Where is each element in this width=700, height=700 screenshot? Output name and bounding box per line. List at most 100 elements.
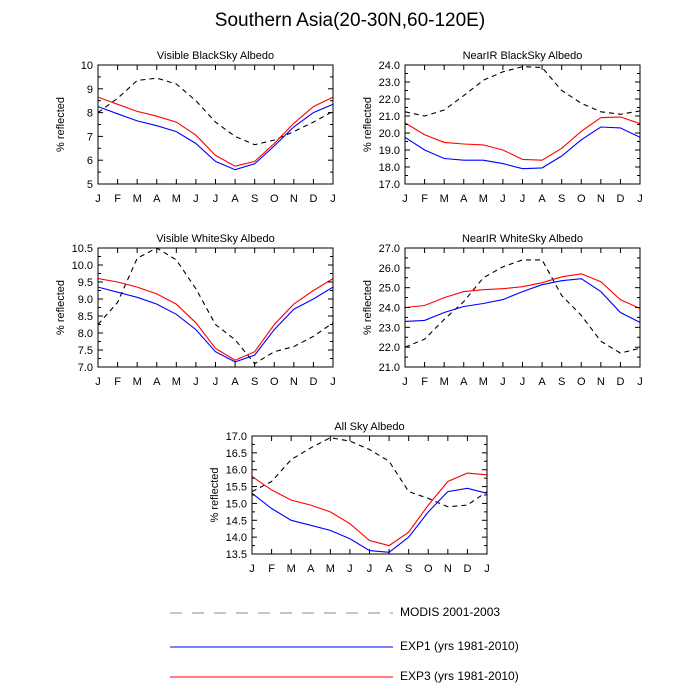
series-line-3 (405, 273, 640, 310)
y-tick-label: 8.5 (78, 311, 93, 323)
x-tick-label: A (231, 193, 239, 205)
x-tick-label: J (402, 193, 408, 205)
x-tick-label: J (347, 563, 353, 575)
y-axis-label: % reflected (362, 97, 374, 152)
x-tick-label: M (479, 193, 488, 205)
x-tick-label: M (172, 376, 181, 388)
y-tick-label: 16.0 (226, 465, 247, 477)
x-tick-label: A (153, 376, 161, 388)
series-line-2 (405, 278, 640, 323)
y-axis-label: % reflected (55, 97, 67, 152)
x-tick-label: S (251, 376, 258, 388)
x-tick-label: J (367, 563, 373, 575)
series-line-3 (252, 472, 487, 547)
y-tick-label: 8.0 (78, 328, 93, 340)
y-axis-label: % reflected (209, 467, 221, 522)
x-tick-label: J (520, 376, 526, 388)
y-axis-label: % reflected (362, 280, 374, 335)
y-tick-label: 24.0 (379, 60, 400, 72)
x-tick-label: O (270, 376, 279, 388)
x-tick-label: D (309, 376, 317, 388)
x-tick-label: A (460, 376, 468, 388)
x-tick-label: M (133, 376, 142, 388)
y-axis-label: % reflected (55, 280, 67, 335)
series-line-1 (98, 248, 333, 365)
plot-frame (404, 247, 641, 368)
panel-title: Visible WhiteSky Albedo (156, 233, 274, 245)
y-tick-label: 19.0 (379, 145, 400, 157)
y-tick-label: 16.5 (226, 448, 247, 460)
x-tick-label: A (460, 193, 468, 205)
series-line-1 (405, 259, 640, 354)
x-tick-label: J (193, 193, 199, 205)
x-tick-label: D (463, 563, 471, 575)
y-tick-label: 17.0 (379, 179, 400, 191)
x-tick-label: A (538, 376, 546, 388)
legend-label-1: MODIS 2001-2003 (400, 605, 501, 619)
y-tick-label: 27.0 (379, 243, 400, 255)
y-tick-label: 24.0 (379, 303, 400, 315)
x-tick-label: J (330, 376, 336, 388)
x-tick-label: S (558, 376, 565, 388)
panel-title: All Sky Albedo (334, 421, 404, 433)
series-line-2 (405, 126, 640, 170)
x-tick-label: N (597, 376, 605, 388)
x-tick-label: J (249, 563, 255, 575)
y-tick-label: 6 (87, 155, 93, 167)
x-tick-label: A (153, 193, 161, 205)
x-tick-label: M (133, 193, 142, 205)
plot-frame (404, 64, 641, 185)
y-tick-label: 7 (87, 131, 93, 143)
x-tick-label: F (268, 563, 275, 575)
panel-title: NearIR WhiteSky Albedo (462, 233, 583, 245)
x-tick-label: A (385, 563, 393, 575)
x-tick-label: J (193, 376, 199, 388)
panel-title: Visible BlackSky Albedo (157, 50, 274, 62)
chart-panel-3: Visible WhiteSky Albedo % reflected 7.0 7.5… (55, 233, 336, 388)
x-tick-label: J (637, 193, 643, 205)
chart-panel-2: NearIR BlackSky Albedo % reflected 17.0 18.… (362, 50, 643, 205)
panel-title: NearIR BlackSky Albedo (463, 50, 583, 62)
x-tick-label: O (424, 563, 433, 575)
x-tick-label: J (95, 193, 101, 205)
series-line-1 (252, 437, 487, 508)
x-tick-label: J (95, 376, 101, 388)
y-tick-label: 21.0 (379, 111, 400, 123)
x-tick-label: J (213, 376, 219, 388)
chart-panel-4: NearIR WhiteSky Albedo % reflected 21.0 22.… (362, 233, 643, 388)
x-tick-label: J (520, 193, 526, 205)
y-tick-label: 15.5 (226, 482, 247, 494)
x-tick-label: O (270, 193, 279, 205)
y-tick-label: 22.0 (379, 342, 400, 354)
x-tick-label: J (402, 376, 408, 388)
x-tick-label: J (213, 193, 219, 205)
series-line-3 (405, 116, 640, 161)
y-tick-label: 10 (81, 60, 93, 72)
x-tick-label: J (500, 376, 506, 388)
x-tick-label: M (479, 376, 488, 388)
y-tick-label: 7.5 (78, 345, 93, 357)
figure-title: Southern Asia(20-30N,60-120E) (214, 10, 486, 31)
series-line-3 (98, 278, 333, 361)
y-tick-label: 22.0 (379, 94, 400, 106)
y-tick-label: 15.0 (226, 498, 247, 510)
y-tick-label: 10.5 (72, 243, 93, 255)
y-tick-label: 9 (87, 84, 93, 96)
x-tick-label: J (637, 376, 643, 388)
x-tick-label: D (616, 376, 624, 388)
y-tick-label: 25.0 (379, 283, 400, 295)
x-tick-label: M (287, 563, 296, 575)
x-tick-label: M (326, 563, 335, 575)
x-tick-label: J (484, 563, 490, 575)
chart-panel-1: Visible BlackSky Albedo % reflected 5 6 7 8 9 1… (55, 50, 336, 205)
y-tick-label: 5 (87, 179, 93, 191)
x-tick-label: O (577, 193, 586, 205)
x-tick-label: S (405, 563, 412, 575)
series-line-2 (98, 103, 333, 171)
x-tick-label: N (444, 563, 452, 575)
x-tick-label: D (616, 193, 624, 205)
y-tick-label: 18.0 (379, 162, 400, 174)
y-tick-label: 13.5 (226, 549, 247, 561)
y-tick-label: 14.5 (226, 515, 247, 527)
x-tick-label: S (251, 193, 258, 205)
